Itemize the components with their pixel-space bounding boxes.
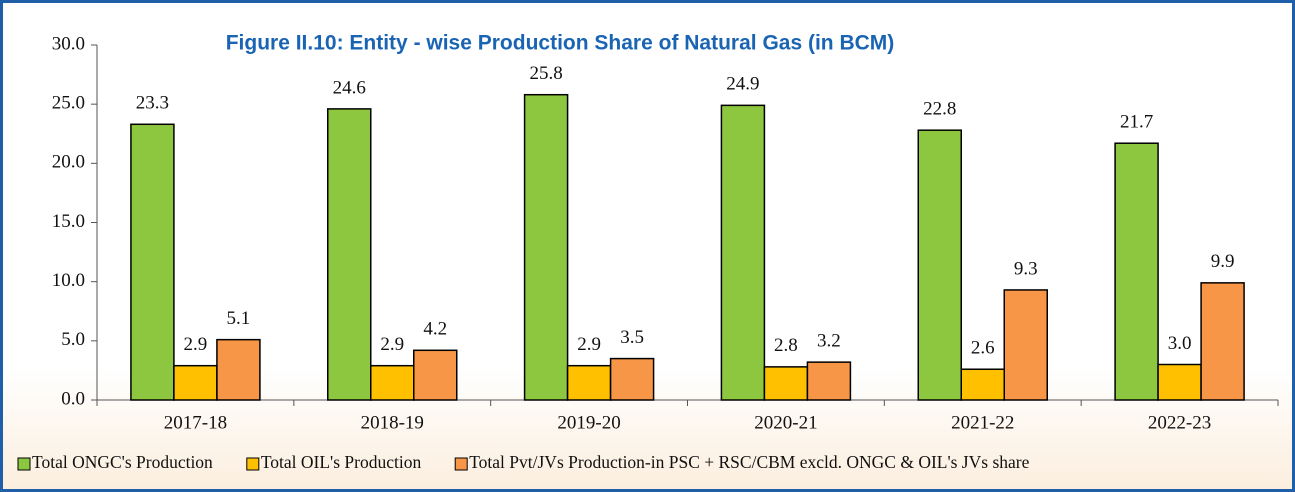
x-tick-label: 2021-22	[951, 412, 1014, 433]
legend-label: Total ONGC's Production	[32, 452, 213, 472]
y-tick-label: 0.0	[61, 388, 85, 409]
x-tick-label: 2017-18	[164, 412, 227, 433]
data-label: 25.8	[529, 63, 562, 84]
y-tick-label: 25.0	[52, 93, 85, 114]
legend-swatch	[246, 457, 260, 471]
bar	[413, 349, 458, 401]
y-tick-label: 20.0	[52, 152, 85, 173]
data-label: 21.7	[1120, 112, 1153, 133]
data-label: 3.0	[1168, 333, 1192, 354]
bar	[763, 366, 809, 401]
data-label: 2.9	[184, 334, 208, 355]
data-label: 5.1	[227, 308, 251, 329]
bar	[806, 361, 852, 401]
x-tick-label: 2022-23	[1148, 412, 1211, 433]
data-label: 2.6	[971, 338, 995, 359]
bar	[216, 338, 261, 401]
bar	[1003, 289, 1048, 401]
bar	[523, 93, 569, 401]
y-tick-label: 10.0	[52, 270, 85, 291]
data-label: 4.2	[423, 319, 447, 340]
data-label: 9.9	[1211, 251, 1235, 272]
data-label: 23.3	[136, 93, 169, 114]
bar	[370, 364, 415, 401]
bar	[1157, 363, 1202, 401]
x-tick-label: 2019-20	[557, 412, 620, 433]
bar	[566, 364, 612, 401]
y-tick-label: 15.0	[52, 211, 85, 232]
data-label: 2.8	[774, 335, 798, 356]
data-label: 9.3	[1014, 258, 1038, 279]
legend-label: Total Pvt/JVs Production-in PSC + RSC/CB…	[469, 452, 1029, 472]
data-label: 2.9	[577, 334, 601, 355]
data-label: 22.8	[923, 99, 956, 120]
y-tick-label: 30.0	[52, 33, 85, 54]
bar	[609, 357, 655, 401]
data-label: 24.6	[333, 77, 366, 98]
bar	[960, 368, 1005, 401]
bar	[1200, 282, 1245, 401]
x-tick-label: 2018-19	[361, 412, 424, 433]
chart-title: Figure II.10: Entity - wise Production S…	[226, 32, 895, 55]
data-label: 2.9	[380, 334, 404, 355]
bar	[130, 123, 175, 401]
bar	[1114, 142, 1159, 401]
data-label: 3.2	[817, 330, 841, 351]
bar	[917, 129, 962, 401]
bar	[327, 108, 372, 401]
legend-label: Total OIL's Production	[261, 452, 422, 472]
bar	[173, 364, 218, 401]
y-tick-label: 5.0	[61, 329, 85, 350]
bar	[720, 104, 766, 401]
legend-swatch	[454, 457, 468, 471]
data-label: 3.5	[620, 327, 644, 348]
legend-swatch	[17, 457, 31, 471]
x-tick-label: 2020-21	[754, 412, 817, 433]
data-label: 24.9	[726, 74, 759, 95]
